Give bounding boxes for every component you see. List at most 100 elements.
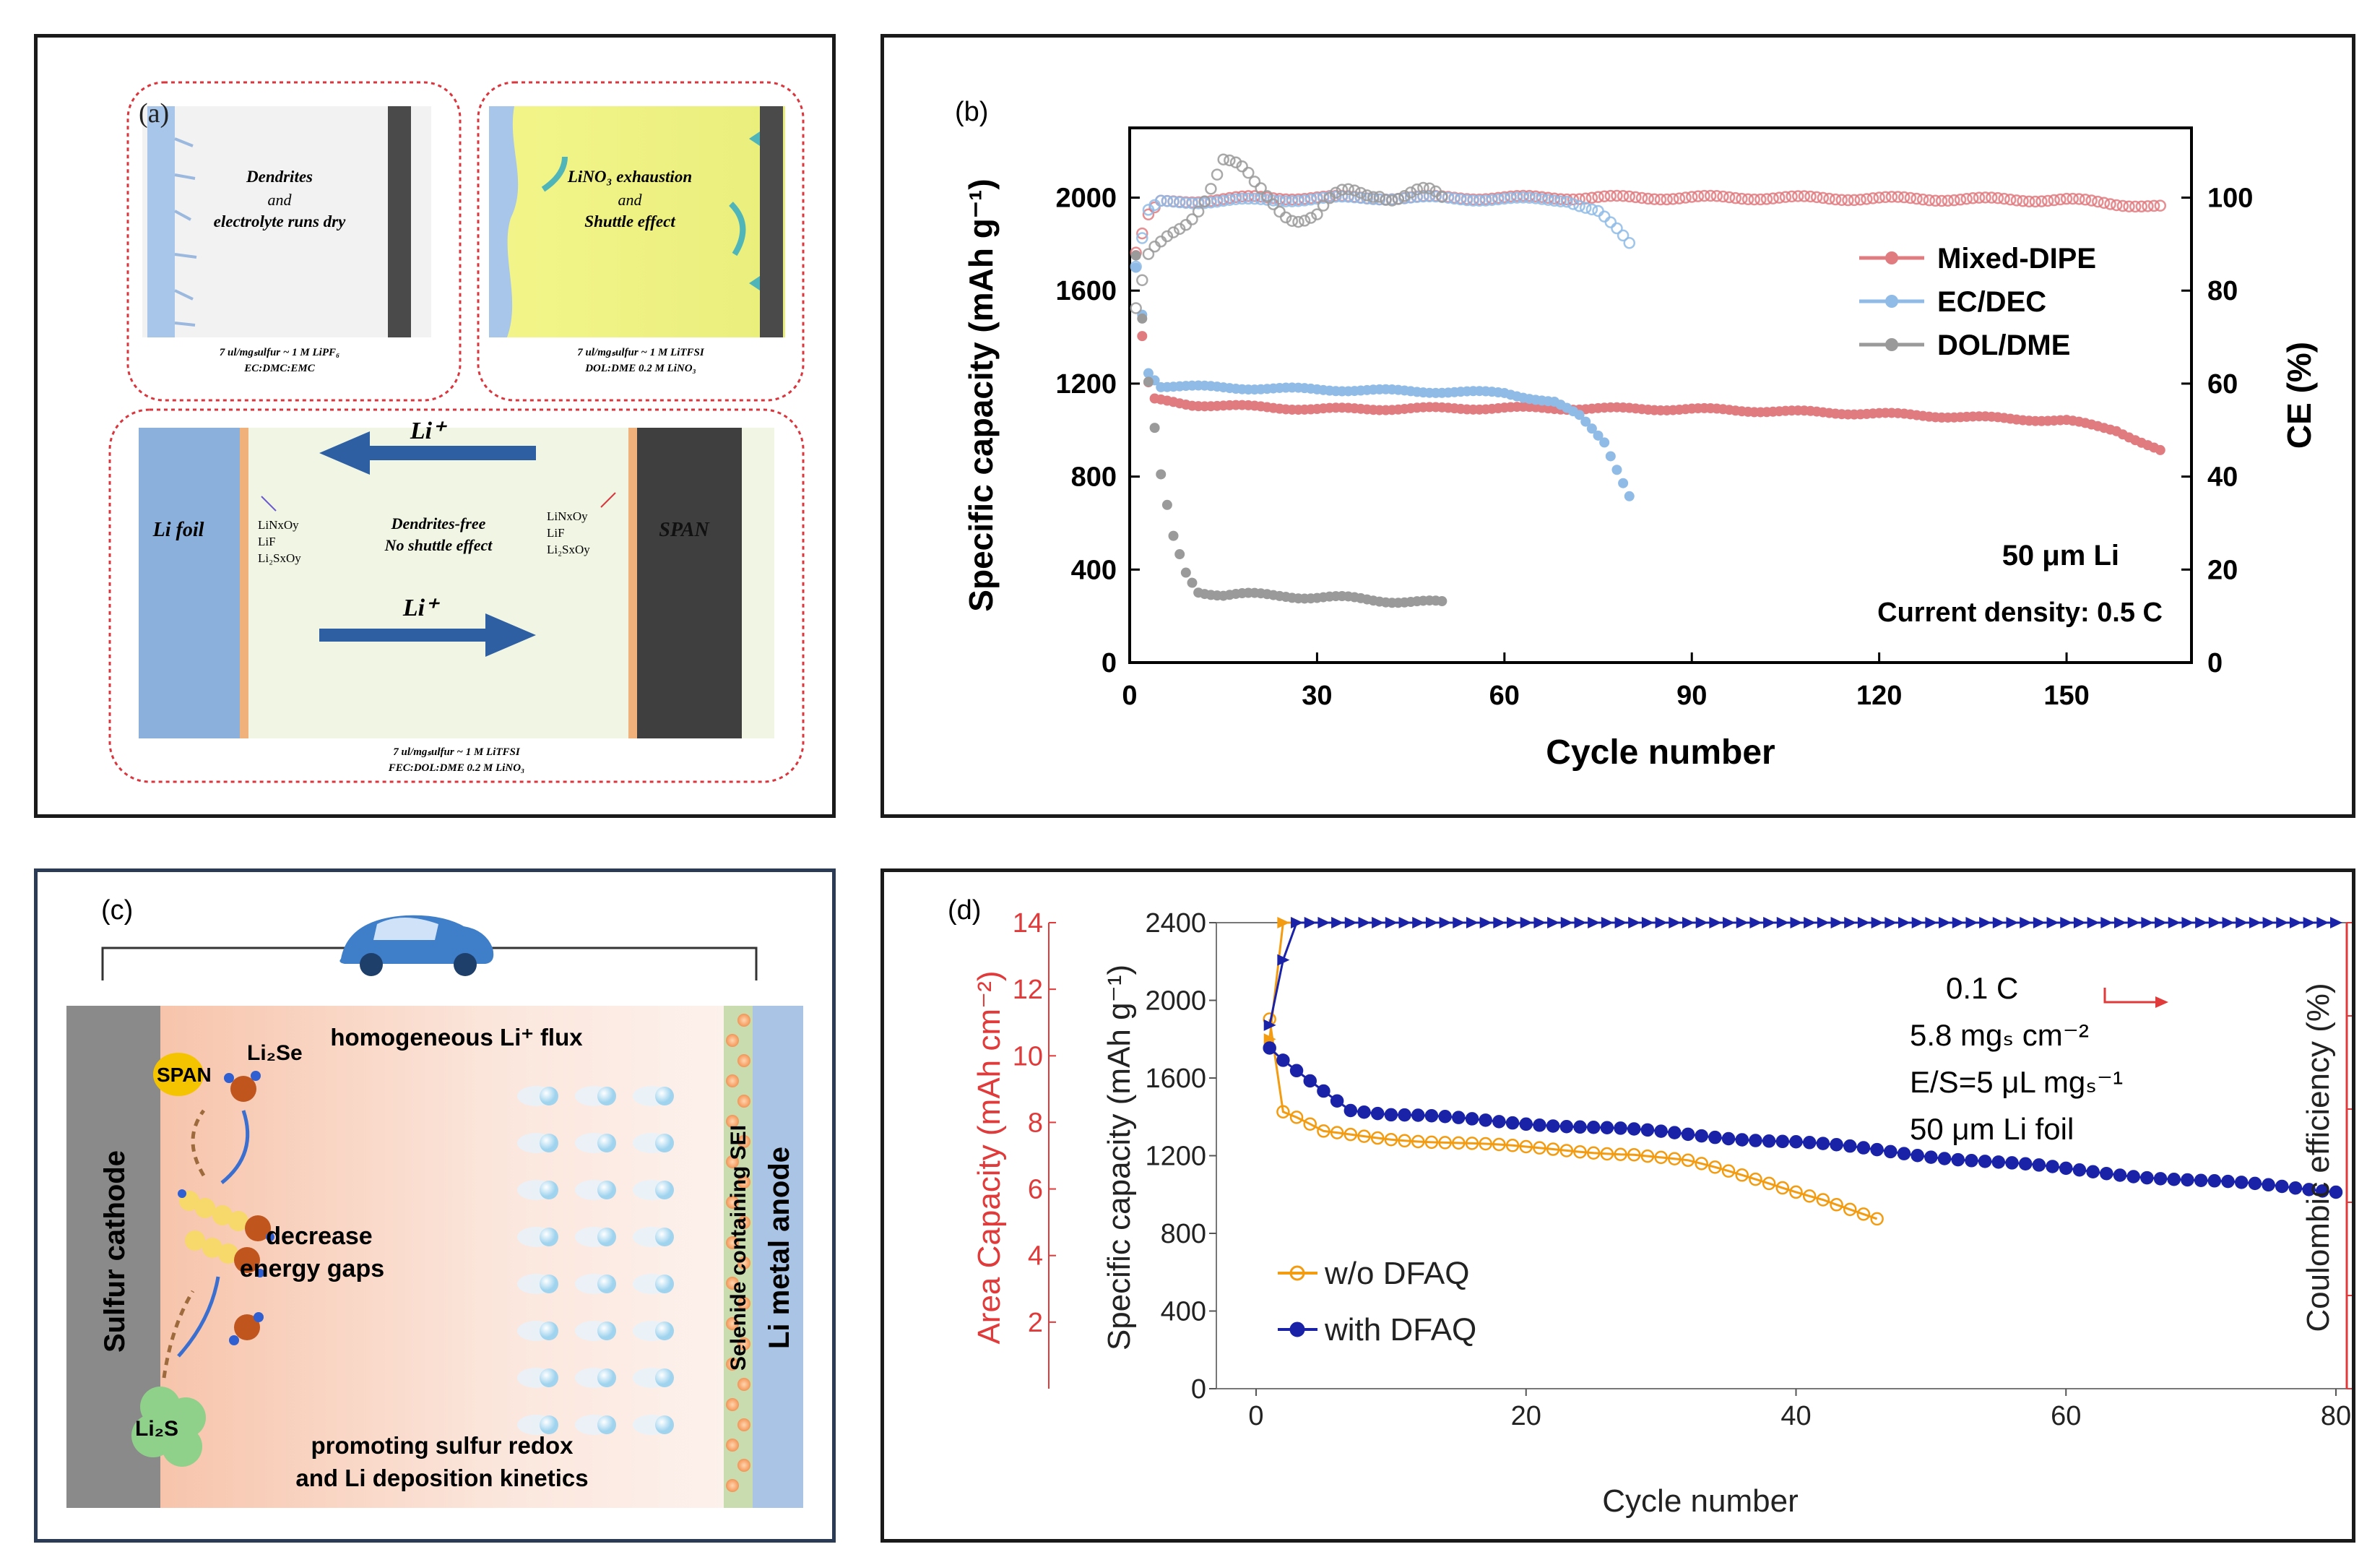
ce-point-mixed-dipe (1991, 191, 2004, 204)
capacity-point-with-dfaq (1681, 1127, 1695, 1142)
ce-point-dol-dme (1373, 191, 1386, 203)
ce-point-with-dfaq (1979, 917, 1992, 928)
reaction-arrow-icon (220, 1110, 250, 1184)
capacity-point-w-o-dfaq (1830, 1198, 1843, 1212)
capacity-point-with-dfaq (1533, 1118, 1546, 1132)
capacity-point-w-o-dfaq (1370, 1131, 1385, 1145)
capacity-point-with-dfaq (2181, 1173, 2194, 1187)
capacity-point-w-o-dfaq (1303, 1117, 1317, 1131)
capacity-point-w-o-dfaq (1546, 1142, 1560, 1156)
capacity-point-with-dfaq (1654, 1124, 1668, 1138)
li-ion (540, 1368, 558, 1387)
ce-point-ec-dec (1304, 194, 1317, 206)
ce-point-mixed-dipe (2035, 195, 2048, 207)
ce-point-mixed-dipe (1967, 192, 1979, 204)
capacity-point-w-o-dfaq (1519, 1139, 1533, 1154)
ce-point-dol-dme (1423, 182, 1436, 194)
ce-point-with-dfaq (1547, 917, 1560, 928)
li-ion (655, 1134, 674, 1152)
legend-marker-d (1289, 1322, 1305, 1337)
capacity-point-dol-dme (1137, 313, 1148, 324)
box-top-right (477, 81, 805, 402)
ce-point-with-dfaq (1911, 917, 1924, 928)
ce-point-with-dfaq (2330, 917, 2342, 928)
lithium-atom (224, 1073, 234, 1083)
span-electrode (637, 428, 742, 738)
ce-point-ec-dec (1573, 199, 1585, 212)
y-tick-label-d: 1600 (1145, 1064, 1206, 1094)
capacity-point-dol-dme (1437, 595, 1448, 606)
capacity-point-with-dfaq (1505, 1116, 1520, 1130)
ce-point-with-dfaq (1291, 917, 1304, 928)
legend-label-b: DOL/DME (1937, 329, 2070, 361)
ce-point-dol-dme (1336, 184, 1349, 196)
capacity-point-with-dfaq (1627, 1122, 1641, 1136)
capacity-point-with-dfaq (1263, 1041, 1276, 1055)
capacity-point-with-dfaq (1721, 1131, 1736, 1146)
ce-point-with-dfaq (1723, 917, 1736, 928)
li-ion (597, 1181, 616, 1199)
ce-point-with-dfaq (1479, 917, 1492, 928)
ce-point-mixed-dipe (1698, 189, 1710, 202)
ce-point-with-dfaq (1304, 917, 1317, 928)
x-tick-label-d: 20 (1511, 1401, 1541, 1431)
y-tick-label-d: 2400 (1145, 908, 1206, 939)
ce-point-dol-dme (1380, 194, 1392, 206)
capacity-point-with-dfaq (1546, 1119, 1560, 1133)
sei-particle (737, 1054, 750, 1067)
capacity-point-w-o-dfaq (1438, 1136, 1452, 1150)
ce-point-mixed-dipe (1773, 191, 1786, 204)
capacity-point-dol-dme (1168, 530, 1179, 541)
ce-point-ec-dec (1523, 191, 1536, 204)
ce-point-ec-dec (1192, 197, 1205, 210)
ce-point-mixed-dipe (1717, 190, 1729, 203)
capacity-point-with-dfaq (1640, 1123, 1655, 1137)
ce-point-ec-dec (1173, 196, 1186, 209)
ce-point-ec-dec (1498, 192, 1511, 205)
ce-point-ec-dec (1461, 194, 1474, 207)
capacity-point-w-o-dfaq (1735, 1168, 1749, 1182)
li-ion-top: Li⁺ (410, 418, 447, 444)
annotation-li-b: 50 μm Li (2002, 540, 2119, 572)
capacity-point-with-dfaq (1789, 1135, 1803, 1149)
ce-point-ec-dec (1229, 193, 1242, 205)
ce-point-with-dfaq (1965, 917, 1978, 928)
ce-point-mixed-dipe (1748, 193, 1760, 206)
ce-point-mixed-dipe (1710, 190, 1723, 202)
capacity-point-with-dfaq (1802, 1136, 1817, 1150)
ce-point-mixed-dipe (2054, 193, 2067, 206)
ce-point-ec-dec (1417, 190, 1429, 203)
ce-point-mixed-dipe (1667, 193, 1679, 205)
li-ion (540, 1134, 558, 1152)
ce-point-ec-dec (1585, 203, 1598, 216)
capacity-point-with-dfaq (2207, 1174, 2222, 1188)
capacity-point-with-dfaq (1951, 1152, 1965, 1167)
capacity-point-with-dfaq (2005, 1156, 2019, 1170)
capacity-point-with-dfaq (2288, 1181, 2303, 1195)
ce-point-ec-dec (1548, 194, 1561, 207)
legend-label-b: Mixed-DIPE (1937, 243, 2096, 275)
y2-tick-label-b: 0 (2207, 648, 2223, 678)
right-sei-2: LiF (547, 526, 565, 540)
ce-point-with-dfaq (1790, 917, 1803, 928)
ce-point-ec-dec (1336, 190, 1349, 203)
ce-point-ec-dec (1448, 192, 1461, 205)
shuttle-arrow-icon (729, 202, 746, 256)
ce-point-mixed-dipe (1960, 192, 1973, 205)
y2-axis-label-b: CE (%) (2280, 342, 2318, 449)
chart-b: (b) 0 30 60 90 120 150 0 400 800 1200 1600 2000 0 20 4… (955, 97, 2318, 772)
capacity-point-with-dfaq (1843, 1139, 1857, 1153)
capacity-point-with-dfaq (1559, 1119, 1574, 1134)
li-ion (655, 1228, 674, 1246)
ce-point-mixed-dipe (1723, 191, 1736, 204)
capacity-point-with-dfaq (2086, 1165, 2100, 1178)
shuttle-arrowhead-icon (749, 276, 760, 290)
capacity-point-with-dfaq (1370, 1106, 1385, 1121)
sei-left (240, 428, 248, 738)
capacity-point-with-dfaq (1357, 1105, 1371, 1119)
x-axis-label-b: Cycle number (1546, 733, 1775, 772)
ce-point-dol-dme (1417, 181, 1429, 194)
ce-point-with-dfaq (1385, 917, 1398, 928)
ce-point-mixed-dipe (1623, 190, 1636, 203)
shuttle-arrow-icon (541, 156, 568, 192)
